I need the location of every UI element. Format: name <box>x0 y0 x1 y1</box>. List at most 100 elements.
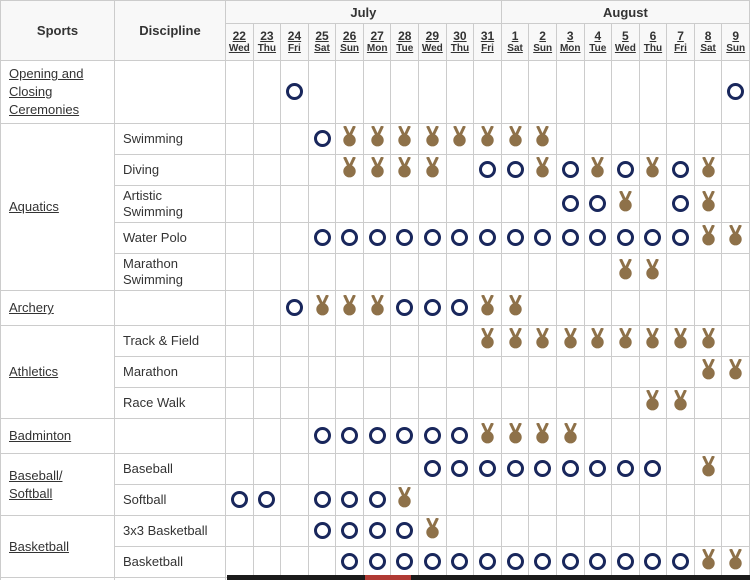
schedule-cell <box>555 253 585 291</box>
sport-link[interactable]: Archery <box>9 300 54 315</box>
schedule-cell <box>335 185 364 223</box>
schedule-cell <box>638 356 668 388</box>
date-link[interactable]: 6 <box>649 29 657 43</box>
date-link[interactable]: 30 <box>453 29 467 43</box>
event-day-icon <box>396 553 414 571</box>
bottom-scrollbar-track[interactable] <box>227 575 750 580</box>
date-link[interactable]: 5 <box>622 29 629 43</box>
date-link[interactable]: 1 <box>511 29 519 43</box>
date-link[interactable]: 8 <box>704 29 712 43</box>
schedule-cell <box>445 453 475 485</box>
event-day-icon <box>341 553 359 571</box>
schedule-cell <box>638 290 668 326</box>
day-of-week-link[interactable]: Fri <box>481 43 494 54</box>
event-day-icon <box>451 553 469 571</box>
day-of-week-link[interactable]: Thu <box>257 43 277 54</box>
date-link[interactable]: 2 <box>539 29 546 43</box>
medal-day-icon <box>314 294 331 321</box>
schedule-cell <box>583 222 613 254</box>
date-link[interactable]: 26 <box>342 29 357 43</box>
event-day-icon <box>258 491 276 509</box>
schedule-cell <box>666 222 695 254</box>
date-link[interactable]: 4 <box>594 29 602 43</box>
schedule-cell <box>473 123 502 155</box>
day-of-week-link[interactable]: Thu <box>450 43 470 54</box>
event-day-icon <box>341 229 359 247</box>
discipline-label: Basketball <box>114 546 226 578</box>
schedule-cell <box>500 356 530 388</box>
sport-cell: Basketball <box>0 515 115 578</box>
day-of-week-link[interactable]: Wed <box>421 43 443 54</box>
schedule-cell <box>225 453 254 485</box>
date-link[interactable]: 22 <box>232 29 246 43</box>
day-of-week-link[interactable]: Sat <box>507 43 523 54</box>
day-of-week-link[interactable]: Fri <box>674 43 687 54</box>
medal-day-icon <box>396 125 413 152</box>
sport-link[interactable]: Aquatics <box>9 199 59 214</box>
event-day-icon <box>368 522 386 540</box>
schedule-cell <box>528 325 557 357</box>
event-day-icon <box>616 161 634 179</box>
date-link[interactable]: 27 <box>370 29 384 43</box>
date-link[interactable]: 25 <box>315 29 329 43</box>
event-day-icon <box>589 460 607 478</box>
sport-link[interactable]: Athletics <box>9 364 59 379</box>
schedule-cell <box>555 418 585 454</box>
day-of-week-link[interactable]: Tue <box>589 43 607 54</box>
schedule-cell <box>666 515 695 547</box>
schedule-cell <box>500 222 530 254</box>
day-of-week-link[interactable]: Sun <box>340 43 360 54</box>
schedule-cell <box>445 387 475 419</box>
discipline-label: Artistic Swimming <box>114 185 226 223</box>
schedule-cell <box>500 515 530 547</box>
schedule-cell <box>445 185 475 223</box>
schedule-cell <box>721 387 750 419</box>
date-link[interactable]: 23 <box>260 29 274 43</box>
schedule-cell <box>721 60 750 124</box>
event-day-icon <box>313 229 331 247</box>
sport-link[interactable]: Opening and Closing Ceremonies <box>9 66 84 117</box>
schedule-cell <box>473 546 502 578</box>
date-link[interactable]: 24 <box>287 29 302 43</box>
date-link[interactable]: 9 <box>732 29 740 43</box>
sport-link[interactable]: Baseball/ Softball <box>9 467 63 501</box>
date-link[interactable]: 3 <box>566 29 574 43</box>
date-link[interactable]: 28 <box>398 29 412 43</box>
date-link[interactable]: 7 <box>677 29 684 43</box>
bottom-scrollbar-thumb[interactable] <box>365 575 411 580</box>
schedule-cell <box>418 387 447 419</box>
sport-link[interactable]: Badminton <box>9 428 72 443</box>
schedule-cell <box>473 60 502 124</box>
schedule-cell <box>335 222 364 254</box>
day-of-week-link[interactable]: Thu <box>643 43 663 54</box>
day-of-week-link[interactable]: Sun <box>533 43 553 54</box>
medal-day-icon <box>589 327 606 354</box>
discipline-label <box>114 418 226 454</box>
date-link[interactable]: 31 <box>480 29 495 43</box>
day-of-week-link[interactable]: Mon <box>559 43 581 54</box>
medal-day-icon <box>424 517 441 544</box>
schedule-cell <box>335 484 364 516</box>
schedule-cell <box>252 325 282 357</box>
schedule-cell <box>721 418 750 454</box>
day-of-week-link[interactable]: Wed <box>228 43 250 54</box>
day-of-week-link[interactable]: Fri <box>288 43 301 54</box>
schedule-cell <box>500 60 530 124</box>
schedule-cell <box>528 185 557 223</box>
day-of-week-link[interactable]: Sun <box>726 43 746 54</box>
day-of-week-link[interactable]: Sat <box>314 43 330 54</box>
schedule-cell <box>252 453 282 485</box>
day-of-week-link[interactable]: Wed <box>614 43 636 54</box>
date-link[interactable]: 29 <box>425 29 440 43</box>
schedule-cell <box>418 418 447 454</box>
schedule-cell <box>307 185 337 223</box>
day-of-week-link[interactable]: Sat <box>700 43 716 54</box>
day-of-week-link[interactable]: Mon <box>366 43 388 54</box>
schedule-cell <box>583 185 613 223</box>
sport-link[interactable]: Basketball <box>9 538 69 554</box>
schedule-cell <box>362 356 392 388</box>
day-of-week-link[interactable]: Tue <box>396 43 414 54</box>
date-header-cell: 1 Sat <box>500 23 530 61</box>
schedule-cell <box>693 515 723 547</box>
event-day-icon <box>727 83 745 101</box>
